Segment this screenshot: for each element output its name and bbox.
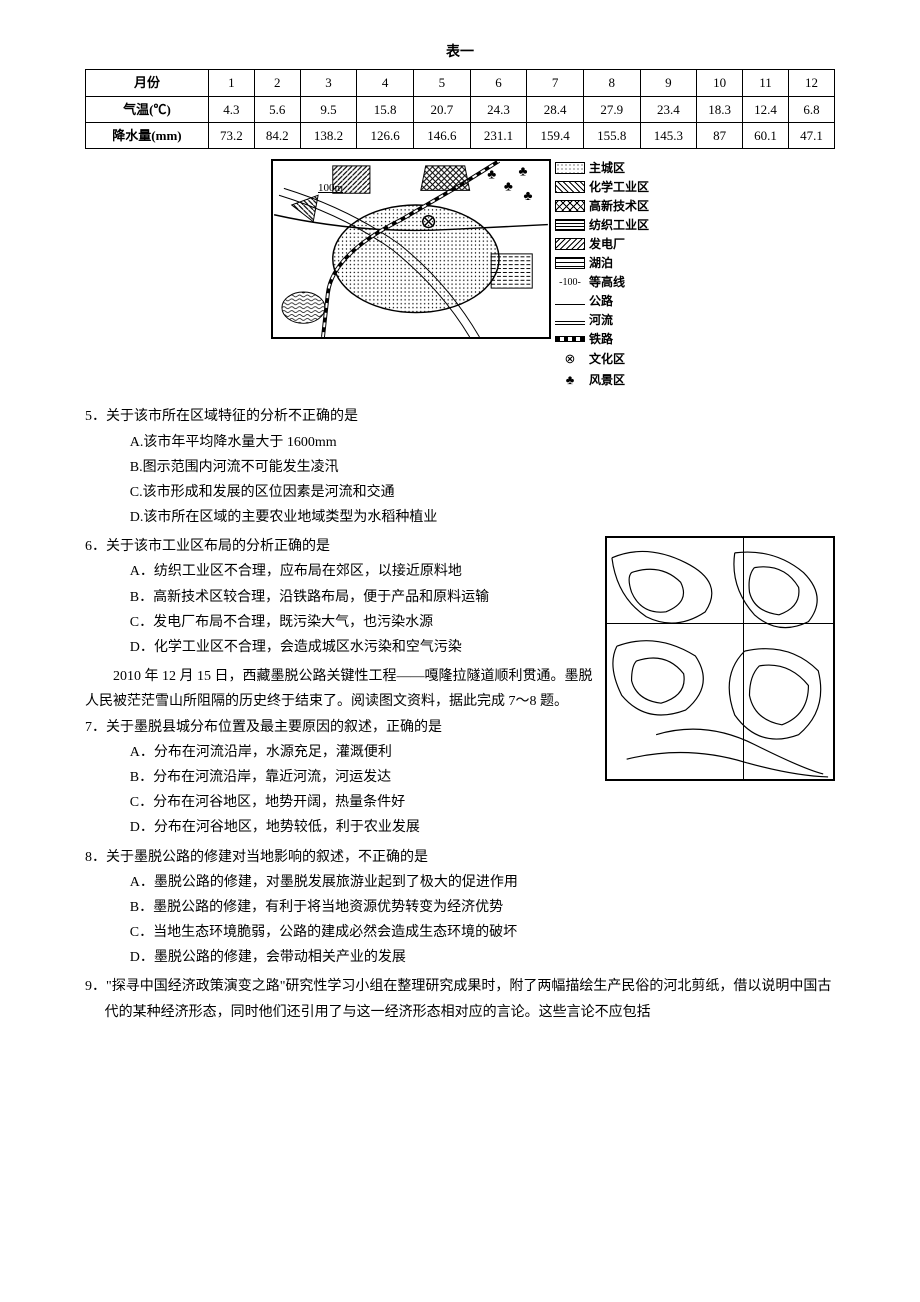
legend-label: 风景区 (589, 371, 625, 389)
q7-option-c: C．分布在河谷地区，地势开阔，热量条件好 (130, 790, 835, 815)
cell: 9.5 (300, 96, 357, 122)
q5-option-a: A.该市年平均降水量大于 1600mm (130, 430, 835, 455)
cell: 8 (583, 70, 640, 96)
q5-option-b: B.图示范围内河流不可能发生凌汛 (130, 455, 835, 480)
legend-label: 等高线 (589, 273, 625, 291)
cell: 2 (254, 70, 300, 96)
cell: 47.1 (788, 122, 834, 148)
legend-label: 铁路 (589, 330, 613, 348)
cell: 4 (357, 70, 414, 96)
legend-label: 主城区 (589, 159, 625, 177)
q9-stem: 9．"探寻中国经济政策演变之路"研究性学习小组在整理研究成果时，附了两幅描绘生产… (105, 974, 835, 1024)
cell: 6.8 (788, 96, 834, 122)
cell: 12 (788, 70, 834, 96)
table-title: 表一 (85, 40, 835, 65)
question-9: 9．"探寻中国经济政策演变之路"研究性学习小组在整理研究成果时，附了两幅描绘生产… (85, 974, 835, 1024)
contour-label: 100m (318, 179, 343, 199)
legend-label: 河流 (589, 311, 613, 329)
q8-stem: 8．关于墨脱公路的修建对当地影响的叙述，不正确的是 (85, 845, 835, 870)
cell: 3 (300, 70, 357, 96)
climate-table: 月份 1 2 3 4 5 6 7 8 9 10 11 12 气温(℃) 4.3 … (85, 69, 835, 149)
legend-label: 发电厂 (589, 235, 625, 253)
legend-label: 湖泊 (589, 254, 613, 272)
q8-option-a: A．墨脱公路的修建，对墨脱发展旅游业起到了极大的促进作用 (130, 870, 835, 895)
cell: 1 (208, 70, 254, 96)
cell: 9 (640, 70, 697, 96)
q8-option-c: C．当地生态环境脆弱，公路的建成必然会造成生态环境的破坏 (130, 920, 835, 945)
cell: 23.4 (640, 96, 697, 122)
city-map: ♣ ♣ ♣ ♣ 100m (271, 159, 551, 339)
cell: 60.1 (743, 122, 789, 148)
map-legend: 主城区 化学工业区 高新技术区 纺织工业区 发电厂 湖泊 -100- 等高线 公路… (555, 159, 649, 390)
legend-label: 化学工业区 (589, 178, 649, 196)
svg-text:♣: ♣ (523, 188, 532, 203)
cell: 27.9 (583, 96, 640, 122)
svg-text:♣: ♣ (519, 164, 528, 179)
cell: 6 (470, 70, 527, 96)
cell: 87 (697, 122, 743, 148)
question-8: 8．关于墨脱公路的修建对当地影响的叙述，不正确的是 A．墨脱公路的修建，对墨脱发… (85, 845, 835, 971)
svg-text:♣: ♣ (504, 179, 513, 194)
table-row-month: 月份 1 2 3 4 5 6 7 8 9 10 11 12 (86, 70, 835, 96)
cell: 5.6 (254, 96, 300, 122)
legend-label: 纺织工业区 (589, 216, 649, 234)
cell: 155.8 (583, 122, 640, 148)
q5-stem: 5．关于该市所在区域特征的分析不正确的是 (85, 404, 835, 429)
row-header-temp: 气温(℃) (86, 96, 209, 122)
q5-option-c: C.该市形成和发展的区位因素是河流和交通 (130, 480, 835, 505)
legend-contour-icon: -100- (555, 275, 585, 290)
cell: 145.3 (640, 122, 697, 148)
scenic-icon: ♣ (555, 370, 585, 390)
cell: 11 (743, 70, 789, 96)
cell: 5 (414, 70, 471, 96)
cell: 138.2 (300, 122, 357, 148)
cell: 12.4 (743, 96, 789, 122)
question-5: 5．关于该市所在区域特征的分析不正确的是 A.该市年平均降水量大于 1600mm… (85, 404, 835, 530)
cell: 24.3 (470, 96, 527, 122)
cell: 28.4 (527, 96, 584, 122)
row-header-precip: 降水量(mm) (86, 122, 209, 148)
cell: 231.1 (470, 122, 527, 148)
cell: 15.8 (357, 96, 414, 122)
q8-option-b: B．墨脱公路的修建，有利于将当地资源优势转变为经济优势 (130, 895, 835, 920)
legend-label: 文化区 (589, 350, 625, 368)
q8-option-d: D．墨脱公路的修建，会带动相关产业的发展 (130, 945, 835, 970)
cell: 84.2 (254, 122, 300, 148)
cell: 10 (697, 70, 743, 96)
cell: 126.6 (357, 122, 414, 148)
cell: 20.7 (414, 96, 471, 122)
city-map-figure: ♣ ♣ ♣ ♣ 100m 主城区 化学工业区 高新技术区 纺织工业区 发电厂 湖… (85, 159, 835, 390)
cell: 146.6 (414, 122, 471, 148)
cell: 7 (527, 70, 584, 96)
svg-text:♣: ♣ (487, 167, 496, 182)
q7-option-d: D．分布在河谷地区，地势较低，利于农业发展 (130, 815, 835, 840)
q5-option-d: D.该市所在区域的主要农业地域类型为水稻种植业 (130, 505, 835, 530)
cell: 18.3 (697, 96, 743, 122)
legend-label: 高新技术区 (589, 197, 649, 215)
culture-icon: ⊗ (555, 349, 585, 369)
table-row-temp: 气温(℃) 4.3 5.6 9.5 15.8 20.7 24.3 28.4 27… (86, 96, 835, 122)
cell: 159.4 (527, 122, 584, 148)
row-header-month: 月份 (86, 70, 209, 96)
legend-label: 公路 (589, 292, 613, 310)
cell: 4.3 (208, 96, 254, 122)
cell: 73.2 (208, 122, 254, 148)
motuo-contour-map (605, 536, 835, 781)
table-row-precip: 降水量(mm) 73.2 84.2 138.2 126.6 146.6 231.… (86, 122, 835, 148)
